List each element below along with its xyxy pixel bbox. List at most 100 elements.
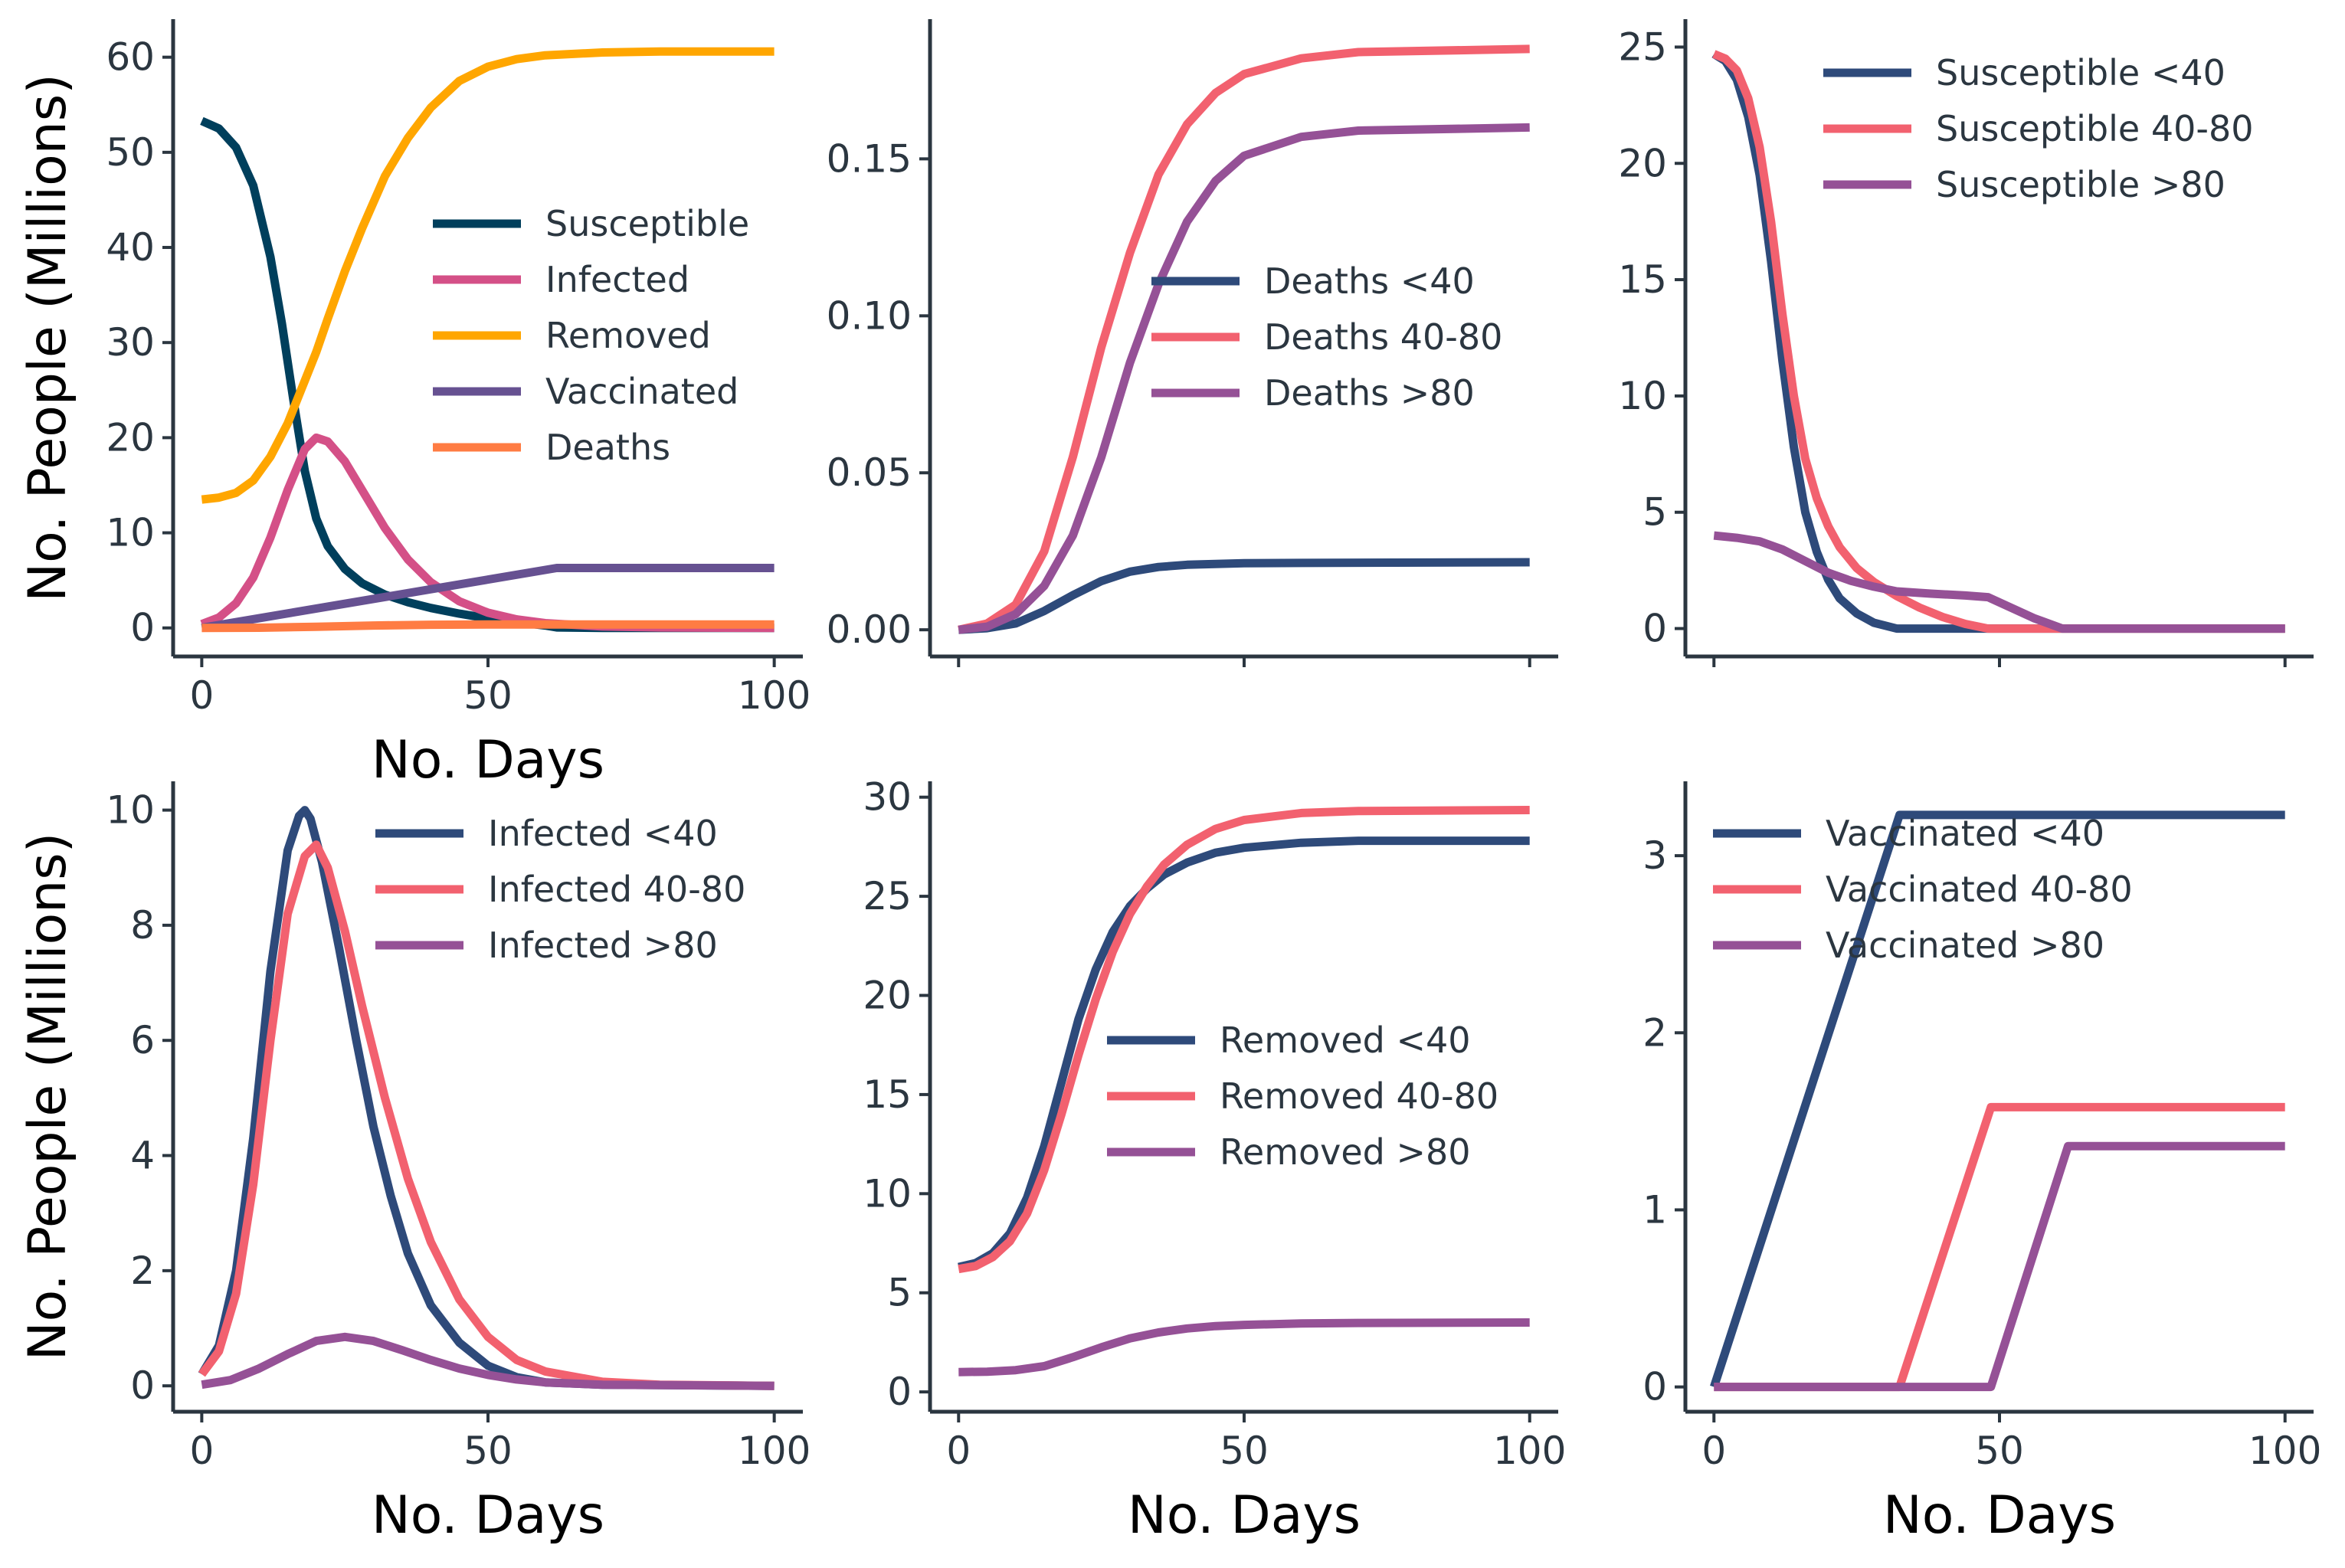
y-tick-label: 25 — [863, 874, 912, 918]
legend-label: Removed <40 — [1220, 1020, 1471, 1061]
legend-label: Deaths <40 — [1264, 260, 1475, 302]
y-tick-label: 40 — [106, 225, 155, 270]
legend-label: Removed — [545, 315, 711, 356]
y-tick-label: 10 — [106, 511, 155, 555]
y-tick-label: 2 — [1642, 1010, 1667, 1055]
x-axis-title: No. Days — [372, 1485, 604, 1546]
y-tick-label: 2 — [130, 1249, 155, 1293]
legend-label: Vaccinated 40-80 — [1826, 869, 2133, 910]
legend-label: Infected <40 — [488, 813, 718, 854]
series-line — [1710, 810, 2285, 1389]
y-tick-label: 0 — [1642, 607, 1667, 651]
legend-label: Infected 40-80 — [488, 869, 745, 910]
chart-panel-3: 0 5 10 15 20 25 Susceptible <40 Susceptible 40-… — [1618, 19, 2314, 667]
series-line — [201, 1332, 775, 1390]
legend: Susceptible <40 Susceptible 40-80 Suscepti… — [1823, 52, 2254, 205]
series-line — [200, 433, 775, 633]
legend-label: Deaths — [545, 427, 670, 468]
legend-label: Susceptible <40 — [1936, 52, 2225, 93]
y-tick-label: 0.10 — [827, 293, 912, 338]
y-tick-label: 4 — [130, 1134, 155, 1178]
x-tick-label: 100 — [2248, 1429, 2321, 1473]
series-line — [201, 47, 775, 504]
y-tick-label: 0 — [130, 1363, 155, 1408]
series-line — [1712, 50, 2285, 633]
series-line — [198, 840, 775, 1390]
y-tick-label: 8 — [130, 903, 155, 948]
x-tick-label: 0 — [189, 1429, 214, 1473]
y-axis-title: No. People (Millions) — [18, 74, 78, 601]
legend: Removed <40 Removed 40-80 Removed >80 — [1107, 1020, 1498, 1173]
y-tick-label: 10 — [863, 1171, 912, 1216]
y-tick-label: 0.05 — [827, 450, 912, 495]
series-line — [1714, 1141, 2285, 1392]
y-tick-label: 20 — [106, 415, 155, 460]
y-tick-label: 6 — [130, 1018, 155, 1062]
series-line — [201, 564, 775, 633]
y-tick-label: 10 — [1618, 374, 1667, 418]
y-tick-label: 0.15 — [827, 136, 912, 181]
y-tick-label: 0 — [1642, 1365, 1667, 1409]
legend-label: Deaths 40-80 — [1264, 316, 1502, 358]
x-tick-label: 50 — [463, 1429, 513, 1473]
legend-label: Removed 40-80 — [1220, 1075, 1498, 1117]
x-tick-label: 100 — [738, 673, 811, 718]
y-tick-label: 0.00 — [827, 607, 912, 652]
y-tick-label: 1 — [1642, 1187, 1667, 1232]
legend-label: Vaccinated <40 — [1826, 813, 2104, 854]
x-tick-label: 100 — [738, 1429, 811, 1473]
series-line — [958, 558, 1530, 634]
series-line — [201, 620, 775, 633]
y-tick-label: 5 — [1642, 490, 1667, 535]
x-tick-label: 50 — [1975, 1429, 2024, 1473]
series-line — [958, 1318, 1530, 1377]
x-tick-label: 0 — [946, 1429, 971, 1473]
y-tick-label: 10 — [106, 788, 155, 833]
x-tick-label: 0 — [1701, 1429, 1726, 1473]
legend-label: Infected — [545, 259, 689, 300]
legend: Deaths <40 Deaths 40-80 Deaths >80 — [1151, 260, 1502, 414]
y-tick-label: 20 — [1618, 141, 1667, 185]
legend-label: Susceptible >80 — [1936, 164, 2225, 205]
x-tick-label: 50 — [1220, 1429, 1269, 1473]
series-line — [958, 123, 1530, 634]
y-tick-label: 30 — [106, 320, 155, 365]
x-tick-label: 0 — [189, 673, 214, 718]
legend-label: Deaths >80 — [1264, 372, 1475, 414]
legend-label: Infected >80 — [488, 925, 718, 966]
series-line — [958, 44, 1530, 634]
x-tick-label: 100 — [1493, 1429, 1566, 1473]
y-tick-label: 0 — [887, 1370, 912, 1414]
chart-panel-1: 0 10 20 30 40 50 60 0 50 100 No. Days No. People (M… — [18, 19, 811, 791]
x-axis-title: No. Days — [1883, 1485, 2116, 1546]
legend: Vaccinated <40 Vaccinated 40-80 Vaccinated… — [1713, 813, 2133, 966]
y-tick-label: 60 — [106, 35, 155, 80]
series-line — [1711, 50, 2285, 633]
legend-label: Vaccinated >80 — [1826, 925, 2104, 966]
y-axis-title: No. People (Millions) — [18, 833, 78, 1360]
x-axis-title: No. Days — [372, 730, 604, 791]
y-tick-label: 30 — [863, 775, 912, 820]
legend-label: Removed >80 — [1220, 1131, 1471, 1173]
y-tick-label: 15 — [863, 1072, 912, 1117]
legend-label: Vaccinated — [545, 371, 739, 412]
legend-label: Susceptible — [545, 203, 749, 244]
legend-label: Susceptible 40-80 — [1936, 108, 2254, 149]
series-line — [958, 806, 1530, 1274]
legend: Susceptible Infected Removed Vaccinated Deat… — [433, 203, 749, 468]
y-tick-label: 0 — [130, 606, 155, 650]
y-tick-label: 15 — [1618, 257, 1667, 302]
series-line — [198, 806, 775, 1390]
series-line — [1713, 531, 2285, 633]
legend: Infected <40 Infected 40-80 Infected >80 — [375, 813, 745, 966]
y-tick-label: 50 — [106, 130, 155, 175]
y-tick-label: 3 — [1642, 833, 1667, 878]
x-tick-label: 50 — [463, 673, 513, 718]
y-tick-label: 20 — [863, 974, 912, 1018]
y-tick-label: 5 — [887, 1271, 912, 1315]
